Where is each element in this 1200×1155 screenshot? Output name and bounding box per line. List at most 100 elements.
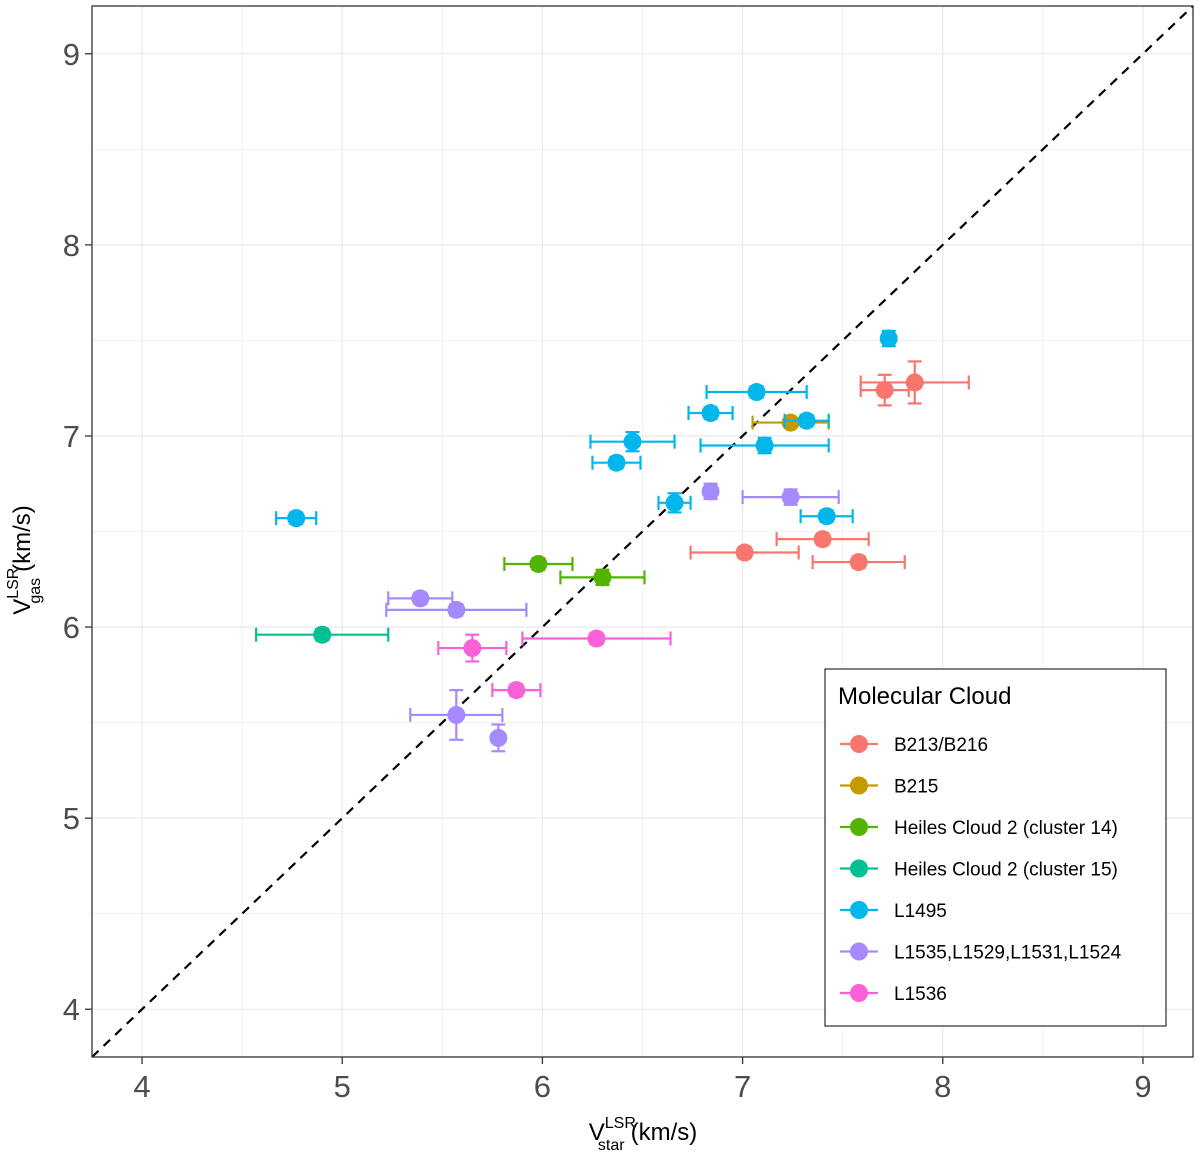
legend-key-marker [850,942,868,961]
y-axis-title-main: V [9,599,36,615]
point-marker [735,543,754,562]
data-point [491,681,542,700]
legend-item: L1536 [840,984,947,1005]
series-heiles-cloud-2-cluster-15- [255,625,390,644]
series-heiles-cloud-2-cluster-14- [503,554,646,587]
reference-line [91,5,1194,1058]
point-marker [879,329,898,348]
point-marker [587,629,606,648]
grid-lines [92,6,1193,1057]
legend-label: B213/B216 [894,735,988,756]
y-axis-title-sup: LSR [5,568,22,599]
data-point [657,492,692,514]
data-point [437,633,508,663]
data-point [591,453,642,472]
data-point [741,488,840,507]
data-point [879,329,898,348]
x-tick-label: 4 [133,1069,150,1104]
data-point [521,629,672,648]
data-point [503,554,574,573]
legend-key-marker [850,818,868,836]
data-point [687,404,734,423]
point-marker [463,639,482,658]
x-tick-label: 9 [1134,1069,1151,1104]
legend-label: Heiles Cloud 2 (cluster 14) [894,818,1118,839]
series-b215 [751,413,830,432]
legend-item: B215 [840,776,938,798]
x-axis-title-main: V [589,1119,605,1146]
point-marker [665,493,684,512]
x-tick-label: 6 [534,1069,551,1104]
data-point [783,411,830,430]
point-marker [813,530,832,549]
legend-key-marker [850,859,868,878]
point-marker [905,373,924,392]
y-axis-title: VLSR gas (km/s) [5,505,44,615]
legend-label: L1536 [894,984,947,1005]
y-tick-label: 5 [63,801,80,836]
panel-border [91,5,1194,1058]
legend-label: L1495 [894,901,947,922]
data-point [699,436,830,455]
data-point [559,568,646,587]
y-axis-title-unit: (km/s) [9,505,36,572]
x-tick-label: 8 [934,1069,951,1104]
data-point [385,600,528,619]
legend-title: Molecular Cloud [838,683,1011,710]
data-point [689,543,800,562]
y-axis-title-sub: gas [27,578,44,604]
point-marker [817,507,836,526]
point-marker [529,554,548,573]
x-tick-label: 5 [334,1069,351,1104]
data-point [811,553,906,572]
y-tick-label: 9 [63,37,80,72]
legend-items: B213/B216 B215 Heiles Cloud 2 (cluster 14)… [840,735,1122,1005]
point-marker [607,453,626,472]
series-l1535-l1529-l1531-l1524 [385,482,840,753]
point-marker [507,681,526,700]
data-point [775,530,870,549]
series-l1536 [437,629,672,700]
point-marker [701,482,720,501]
y-tick-label: 8 [63,228,80,263]
x-tick-label: 7 [734,1069,751,1104]
legend-label: B215 [894,777,938,798]
legend-box [824,668,1167,1027]
point-marker [781,488,800,507]
point-marker [447,600,466,619]
data-point [387,589,454,608]
point-marker [701,404,720,423]
data-point [701,482,720,501]
data-point [275,509,318,528]
series-l1495 [275,329,898,528]
reference-line-group [91,5,1194,1058]
data-points [255,329,970,753]
data-point [589,431,676,453]
x-axis-title-sub: star [598,1137,625,1154]
data-point [705,383,808,402]
point-marker [593,568,612,587]
data-point [751,413,830,432]
y-tick-label: 4 [63,992,80,1027]
point-marker [797,411,816,430]
point-marker [411,589,430,608]
legend-key-marker [850,984,868,1002]
axis-ticks: 4 5 6 7 8 9 4 5 6 7 8 9 [63,37,1152,1104]
legend-item: Heiles Cloud 2 (cluster 15) [840,859,1118,881]
legend-item: Heiles Cloud 2 (cluster 14) [840,818,1118,839]
x-axis-title-unit: (km/s) [631,1119,698,1146]
legend-key-marker [850,901,868,919]
point-marker [623,432,642,451]
point-marker [313,625,332,644]
point-marker [747,383,766,402]
x-axis-title: VLSR star (km/s) [589,1115,697,1154]
data-point [255,625,390,644]
legend-key-marker [850,776,868,795]
point-marker [287,509,306,528]
data-point [859,360,970,405]
data-point [409,689,504,741]
point-marker [755,436,774,455]
point-marker [875,381,894,400]
legend-item: B213/B216 [840,735,988,756]
